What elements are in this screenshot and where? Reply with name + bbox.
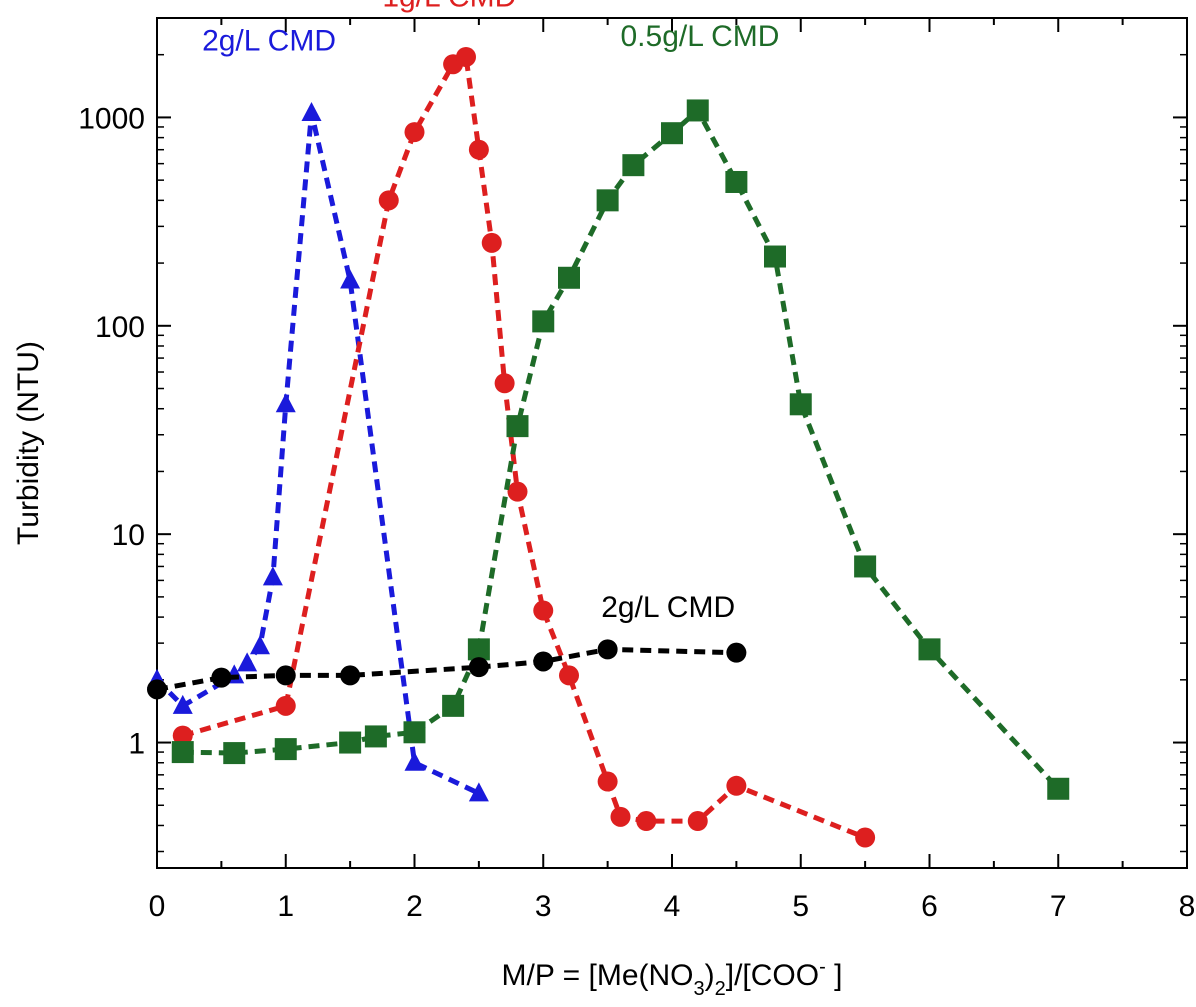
x-axis-title-suffix: ] [826, 959, 843, 992]
data-point [597, 639, 618, 660]
x-tick-label: 5 [792, 890, 809, 923]
data-point [789, 393, 812, 416]
data-point [687, 811, 708, 832]
data-point [275, 695, 296, 716]
y-tick-label: 10 [112, 519, 145, 552]
data-point [171, 741, 194, 764]
data-point [468, 782, 489, 802]
data-point [507, 481, 528, 502]
x-tick-label: 6 [921, 890, 938, 923]
axis-tick-labels: 0 1 2 3 4 5 6 7 8 1 10 100 1000 [78, 102, 1195, 923]
data-point [533, 600, 554, 621]
series-line [156, 646, 737, 692]
x-tick-label: 3 [535, 890, 552, 923]
data-point [301, 102, 322, 122]
data-point [481, 232, 502, 253]
data-point [211, 667, 232, 688]
data-point [636, 811, 657, 832]
data-point [442, 694, 465, 717]
data-point [506, 415, 529, 438]
y-tick-label: 100 [95, 311, 145, 344]
y-tick-label: 1000 [78, 102, 145, 135]
x-tick-label: 1 [277, 890, 294, 923]
data-point [597, 771, 618, 792]
data-point [468, 657, 489, 678]
x-tick-label: 2 [406, 890, 423, 923]
data-point [558, 266, 580, 289]
data-point [1047, 777, 1070, 800]
plot-frame [156, 17, 1188, 869]
series-0-2g-l-cmd [147, 102, 489, 802]
x-tick-label: 8 [1179, 890, 1196, 923]
series-label: 1g/L CMD [382, 0, 516, 14]
series-line [182, 53, 867, 840]
data-point [764, 245, 786, 268]
axis-ticks [156, 17, 1188, 868]
x-axis-title: M/P = [Me(NO3)2]/[COO- ] [502, 956, 843, 1000]
series-2-0-5g-l-cmd [171, 99, 1070, 800]
series-label: 2g/L CMD [601, 591, 735, 624]
x-tick-label: 7 [1050, 890, 1067, 923]
data-point [726, 775, 747, 796]
data-point [610, 806, 631, 827]
data-point [378, 190, 399, 211]
series-3-2g-l-cmd [147, 639, 747, 700]
data-point [364, 725, 387, 748]
data-point [596, 189, 619, 212]
series-line [155, 112, 480, 796]
x-axis-title-mid2: ]/[COO [726, 959, 819, 992]
data-point [494, 373, 515, 394]
data-point [559, 665, 579, 686]
data-point [661, 122, 683, 145]
data-point [726, 642, 747, 663]
data-point [467, 638, 490, 661]
data-point [250, 635, 270, 655]
x-axis-title-sup: - [819, 956, 826, 978]
data-point [533, 651, 554, 672]
data-point [686, 99, 709, 122]
x-tick-label: 4 [664, 890, 681, 923]
data-point [340, 269, 361, 289]
series-layer [147, 46, 1070, 848]
data-point [855, 827, 876, 848]
data-point [404, 122, 425, 143]
data-point [172, 725, 193, 746]
series-label: 0.5g/L CMD [621, 20, 780, 53]
data-point [456, 46, 476, 67]
data-point [403, 721, 426, 744]
series-1-1g-l-cmd [172, 46, 876, 848]
data-point [275, 665, 296, 686]
data-point [918, 638, 941, 661]
data-point [172, 694, 193, 714]
series-line [182, 106, 1061, 791]
data-point [275, 393, 296, 413]
series-label: 2g/L CMD [202, 24, 336, 57]
x-axis-title-prefix: M/P = [Me(NO [502, 959, 694, 992]
data-point [223, 742, 246, 765]
data-point [854, 555, 877, 578]
data-point [725, 170, 748, 193]
data-point [622, 154, 645, 177]
data-point [274, 738, 297, 761]
x-tick-label: 0 [149, 890, 166, 923]
data-point [468, 139, 489, 160]
x-axis-title-mid: ) [705, 959, 715, 992]
data-point [339, 731, 362, 754]
y-axis-title: Turbidity (NTU) [12, 341, 45, 545]
data-point [340, 665, 361, 686]
y-tick-label: 1 [128, 728, 145, 761]
data-point [404, 751, 425, 771]
data-point [262, 566, 283, 586]
x-axis-title-sub1: 3 [694, 978, 705, 1000]
series-labels: 2g/L CMD 1g/L CMD 0.5g/L CMD 2g/L CMD [202, 0, 779, 624]
data-point [147, 679, 167, 700]
data-point [237, 652, 258, 672]
data-point [532, 310, 555, 333]
x-axis-title-sub2: 2 [715, 978, 726, 1000]
